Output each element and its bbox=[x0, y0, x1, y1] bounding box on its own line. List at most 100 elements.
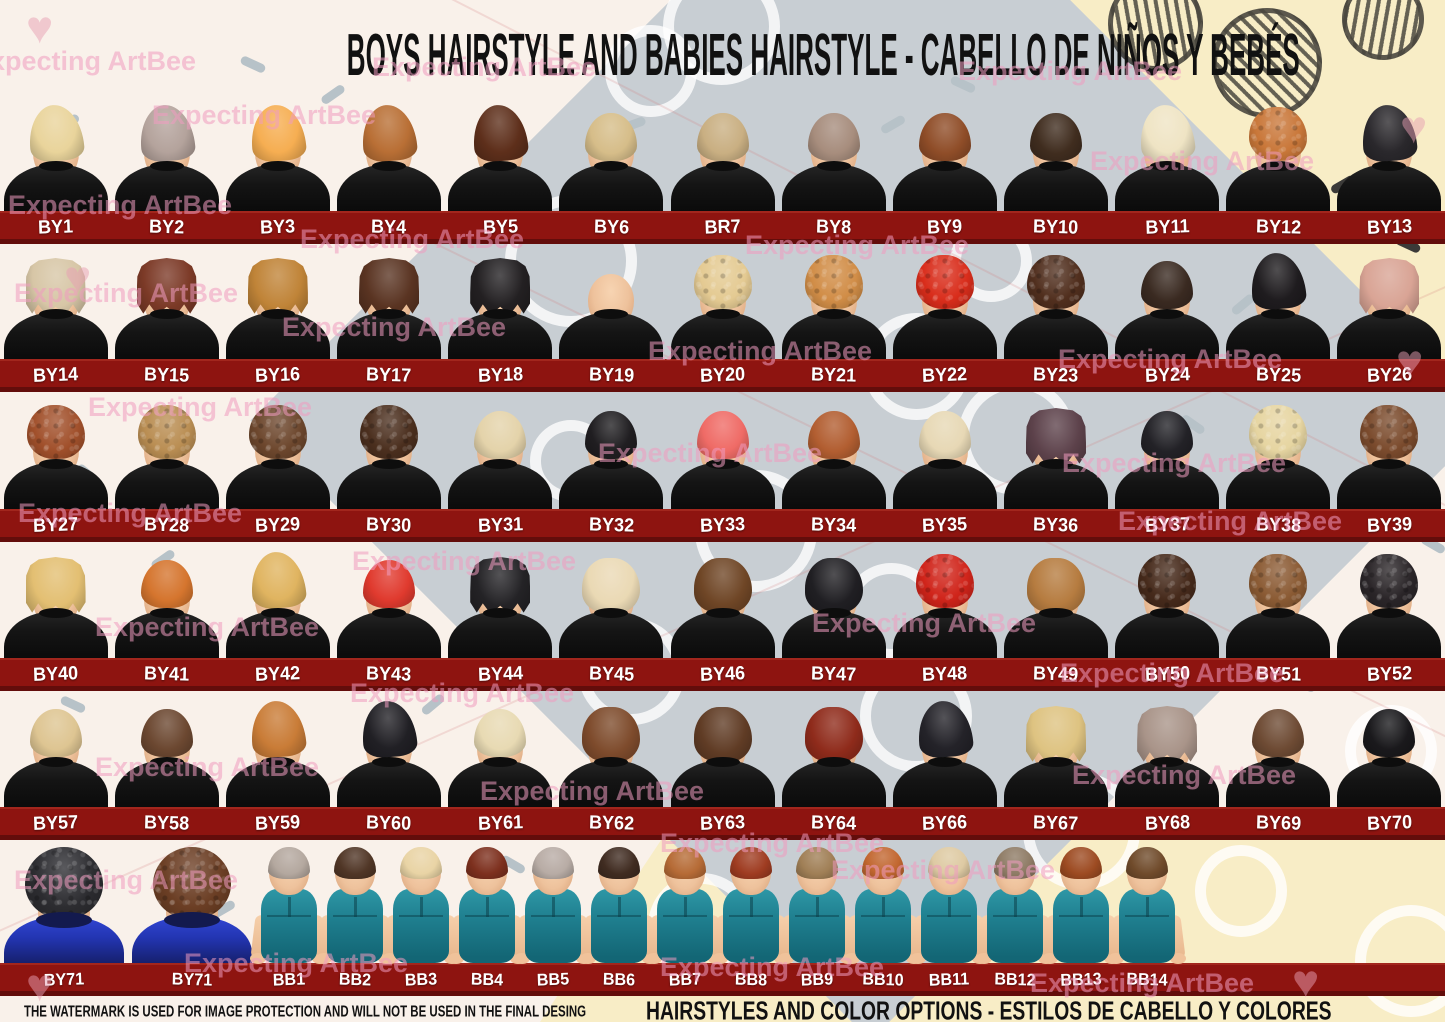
figure-cell: BY10 bbox=[1000, 100, 1111, 244]
shirt bbox=[3, 309, 108, 359]
hair bbox=[1363, 709, 1416, 757]
figure-label: BY58 bbox=[143, 811, 190, 835]
figure-BY5 bbox=[445, 100, 556, 211]
hair bbox=[532, 847, 574, 879]
figure-cell: BY25 bbox=[1223, 248, 1334, 392]
figure-label: BY11 bbox=[1144, 215, 1190, 239]
figure-label: BB10 bbox=[862, 968, 904, 990]
shirt bbox=[1115, 309, 1220, 359]
figure-BB2 bbox=[316, 845, 394, 964]
figure-cell: BB10 bbox=[844, 845, 922, 996]
shirt bbox=[1226, 309, 1331, 359]
figure-cell: BY36 bbox=[1000, 398, 1111, 542]
hair bbox=[804, 558, 863, 613]
hair bbox=[1060, 847, 1102, 879]
figure-cell: BY20 bbox=[667, 248, 778, 392]
figure-label: BY63 bbox=[699, 811, 746, 835]
hair bbox=[25, 847, 103, 919]
row-figures: BY14 BY15 BY16 BY17 BY18 BY19 BY20 BY21 BY22 BY23… bbox=[0, 248, 1445, 392]
figure-label: BY34 bbox=[810, 513, 857, 537]
baby-outfit bbox=[987, 889, 1043, 963]
figure-BY3 bbox=[222, 100, 333, 211]
hairstyle-row: BY27 BY28 BY29 BY30 BY31 BY32 BY33 BY34 BY35 BY36… bbox=[0, 398, 1445, 542]
figure-BY60 bbox=[333, 696, 444, 807]
figure-label: BB13 bbox=[1060, 968, 1102, 990]
row-figures: BY27 BY28 BY29 BY30 BY31 BY32 BY33 BY34 BY35 BY36… bbox=[0, 398, 1445, 542]
hairstyle-row: BY40 BY41 BY42 BY43 BY44 BY45 BY46 BY47 BY48 BY49… bbox=[0, 547, 1445, 691]
figure-label: BY62 bbox=[588, 811, 635, 835]
hair bbox=[1252, 709, 1305, 757]
hair bbox=[359, 102, 419, 164]
hair bbox=[696, 113, 749, 161]
figure-label: BY38 bbox=[1255, 513, 1302, 537]
figure-label: BB7 bbox=[668, 968, 702, 990]
figure-cell: BY57 bbox=[0, 696, 111, 840]
baby-outfit bbox=[657, 889, 713, 963]
shirt bbox=[1115, 459, 1220, 509]
figure-cell: BY30 bbox=[333, 398, 444, 542]
figure-cell: BY63 bbox=[667, 696, 778, 840]
ring-decoration bbox=[1195, 845, 1287, 937]
hair bbox=[1029, 113, 1082, 161]
shirt bbox=[114, 161, 219, 211]
shirt bbox=[559, 757, 664, 807]
hair bbox=[918, 411, 971, 459]
hair bbox=[585, 113, 638, 161]
figure-cell: BY26 bbox=[1334, 248, 1445, 392]
figure-cell: BY46 bbox=[667, 547, 778, 691]
figure-BB1 bbox=[250, 845, 328, 964]
figure-BB3 bbox=[382, 845, 460, 964]
figure-BY46 bbox=[667, 547, 778, 658]
baby-foot bbox=[250, 953, 266, 964]
figure-BY6 bbox=[556, 100, 667, 211]
figure-label: BY22 bbox=[921, 363, 968, 387]
shirt bbox=[225, 309, 330, 359]
row-banner bbox=[0, 509, 1445, 542]
hair bbox=[1249, 405, 1308, 459]
figure-label: BB3 bbox=[404, 968, 438, 990]
shirt bbox=[1226, 161, 1331, 211]
figure-cell: BY40 bbox=[0, 547, 111, 691]
figure-label: BY1 bbox=[37, 215, 74, 239]
figure-label: BB4 bbox=[470, 969, 504, 989]
figure-BY27 bbox=[0, 398, 111, 509]
shirt bbox=[1115, 757, 1220, 807]
figure-label: BB6 bbox=[602, 969, 636, 989]
figure-cell: BY28 bbox=[111, 398, 222, 542]
hair bbox=[268, 847, 310, 879]
baby-outfit bbox=[459, 889, 515, 963]
figure-cell: BY50 bbox=[1112, 547, 1223, 691]
figure-BY58 bbox=[111, 696, 222, 807]
shirt bbox=[1115, 161, 1220, 211]
figure-BB11 bbox=[910, 845, 988, 964]
figure-label: BY52 bbox=[1366, 662, 1413, 686]
figure-BY59 bbox=[222, 696, 333, 807]
figure-BB14 bbox=[1108, 845, 1186, 964]
hair bbox=[1141, 411, 1194, 459]
figure-cell: BY32 bbox=[556, 398, 667, 542]
shirt bbox=[4, 912, 124, 963]
shirt bbox=[114, 459, 219, 509]
figure-label: BY26 bbox=[1366, 363, 1413, 387]
hair bbox=[915, 554, 974, 608]
row-banner bbox=[0, 211, 1445, 244]
hair bbox=[915, 698, 975, 760]
figure-label: BY18 bbox=[477, 363, 524, 387]
figure-BB10 bbox=[844, 845, 922, 964]
hair bbox=[248, 698, 308, 760]
baby-foot bbox=[778, 953, 794, 964]
figure-label: BY12 bbox=[1255, 215, 1302, 239]
figure-cell: BY41 bbox=[111, 547, 222, 691]
figure-cell: BY21 bbox=[778, 248, 889, 392]
baby-foot bbox=[976, 953, 992, 964]
hair bbox=[363, 560, 416, 608]
shirt bbox=[448, 757, 553, 807]
figure-cell: BY38 bbox=[1223, 398, 1334, 542]
figure-BY2 bbox=[111, 100, 222, 211]
hair bbox=[1126, 847, 1168, 879]
shirt bbox=[448, 161, 553, 211]
hair bbox=[1249, 554, 1308, 608]
figure-cell: BY4 bbox=[333, 100, 444, 244]
figure-BY20 bbox=[667, 248, 778, 359]
figure-label: BY2 bbox=[148, 215, 185, 239]
